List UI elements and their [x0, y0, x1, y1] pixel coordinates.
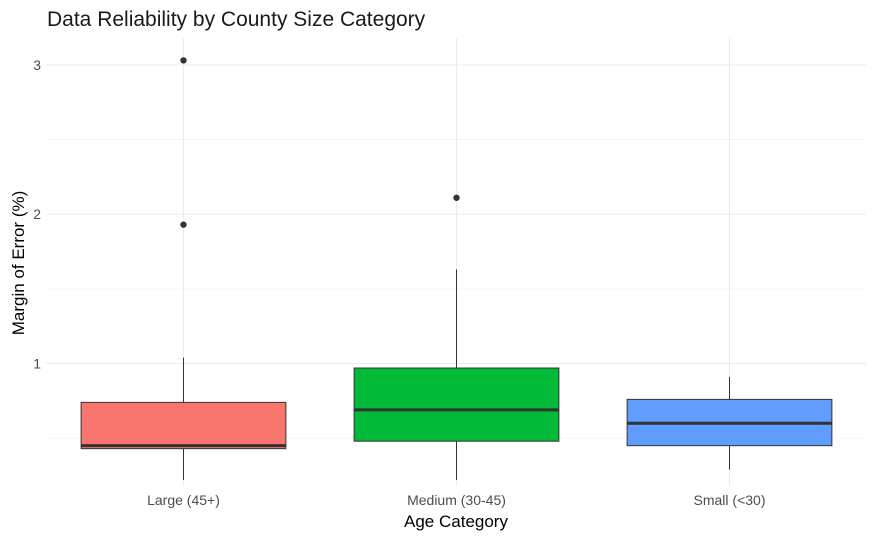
x-axis-ticks: Large (45+) Medium (30-45) Small (<30) — [147, 492, 765, 508]
y-axis-title: Margin of Error (%) — [9, 191, 28, 336]
y-tick-label: 1 — [33, 356, 41, 372]
outlier-point — [453, 194, 460, 201]
boxes — [80, 57, 833, 481]
x-tick-label: Medium (30-45) — [407, 492, 506, 508]
x-tick-label: Large (45+) — [147, 492, 220, 508]
outlier-point — [180, 57, 187, 64]
box-2 — [353, 194, 560, 481]
outlier-point — [180, 221, 187, 228]
box-3 — [626, 376, 833, 470]
box-body — [353, 367, 560, 442]
box-1 — [80, 57, 287, 481]
y-tick-label: 2 — [33, 206, 41, 222]
chart-title: Data Reliability by County Size Category — [47, 8, 426, 31]
y-axis-ticks: 1 2 3 — [33, 57, 41, 372]
x-tick-label: Small (<30) — [694, 492, 766, 508]
x-axis-title: Age Category — [404, 512, 508, 531]
box-body — [80, 401, 287, 450]
y-tick-label: 3 — [33, 57, 41, 73]
